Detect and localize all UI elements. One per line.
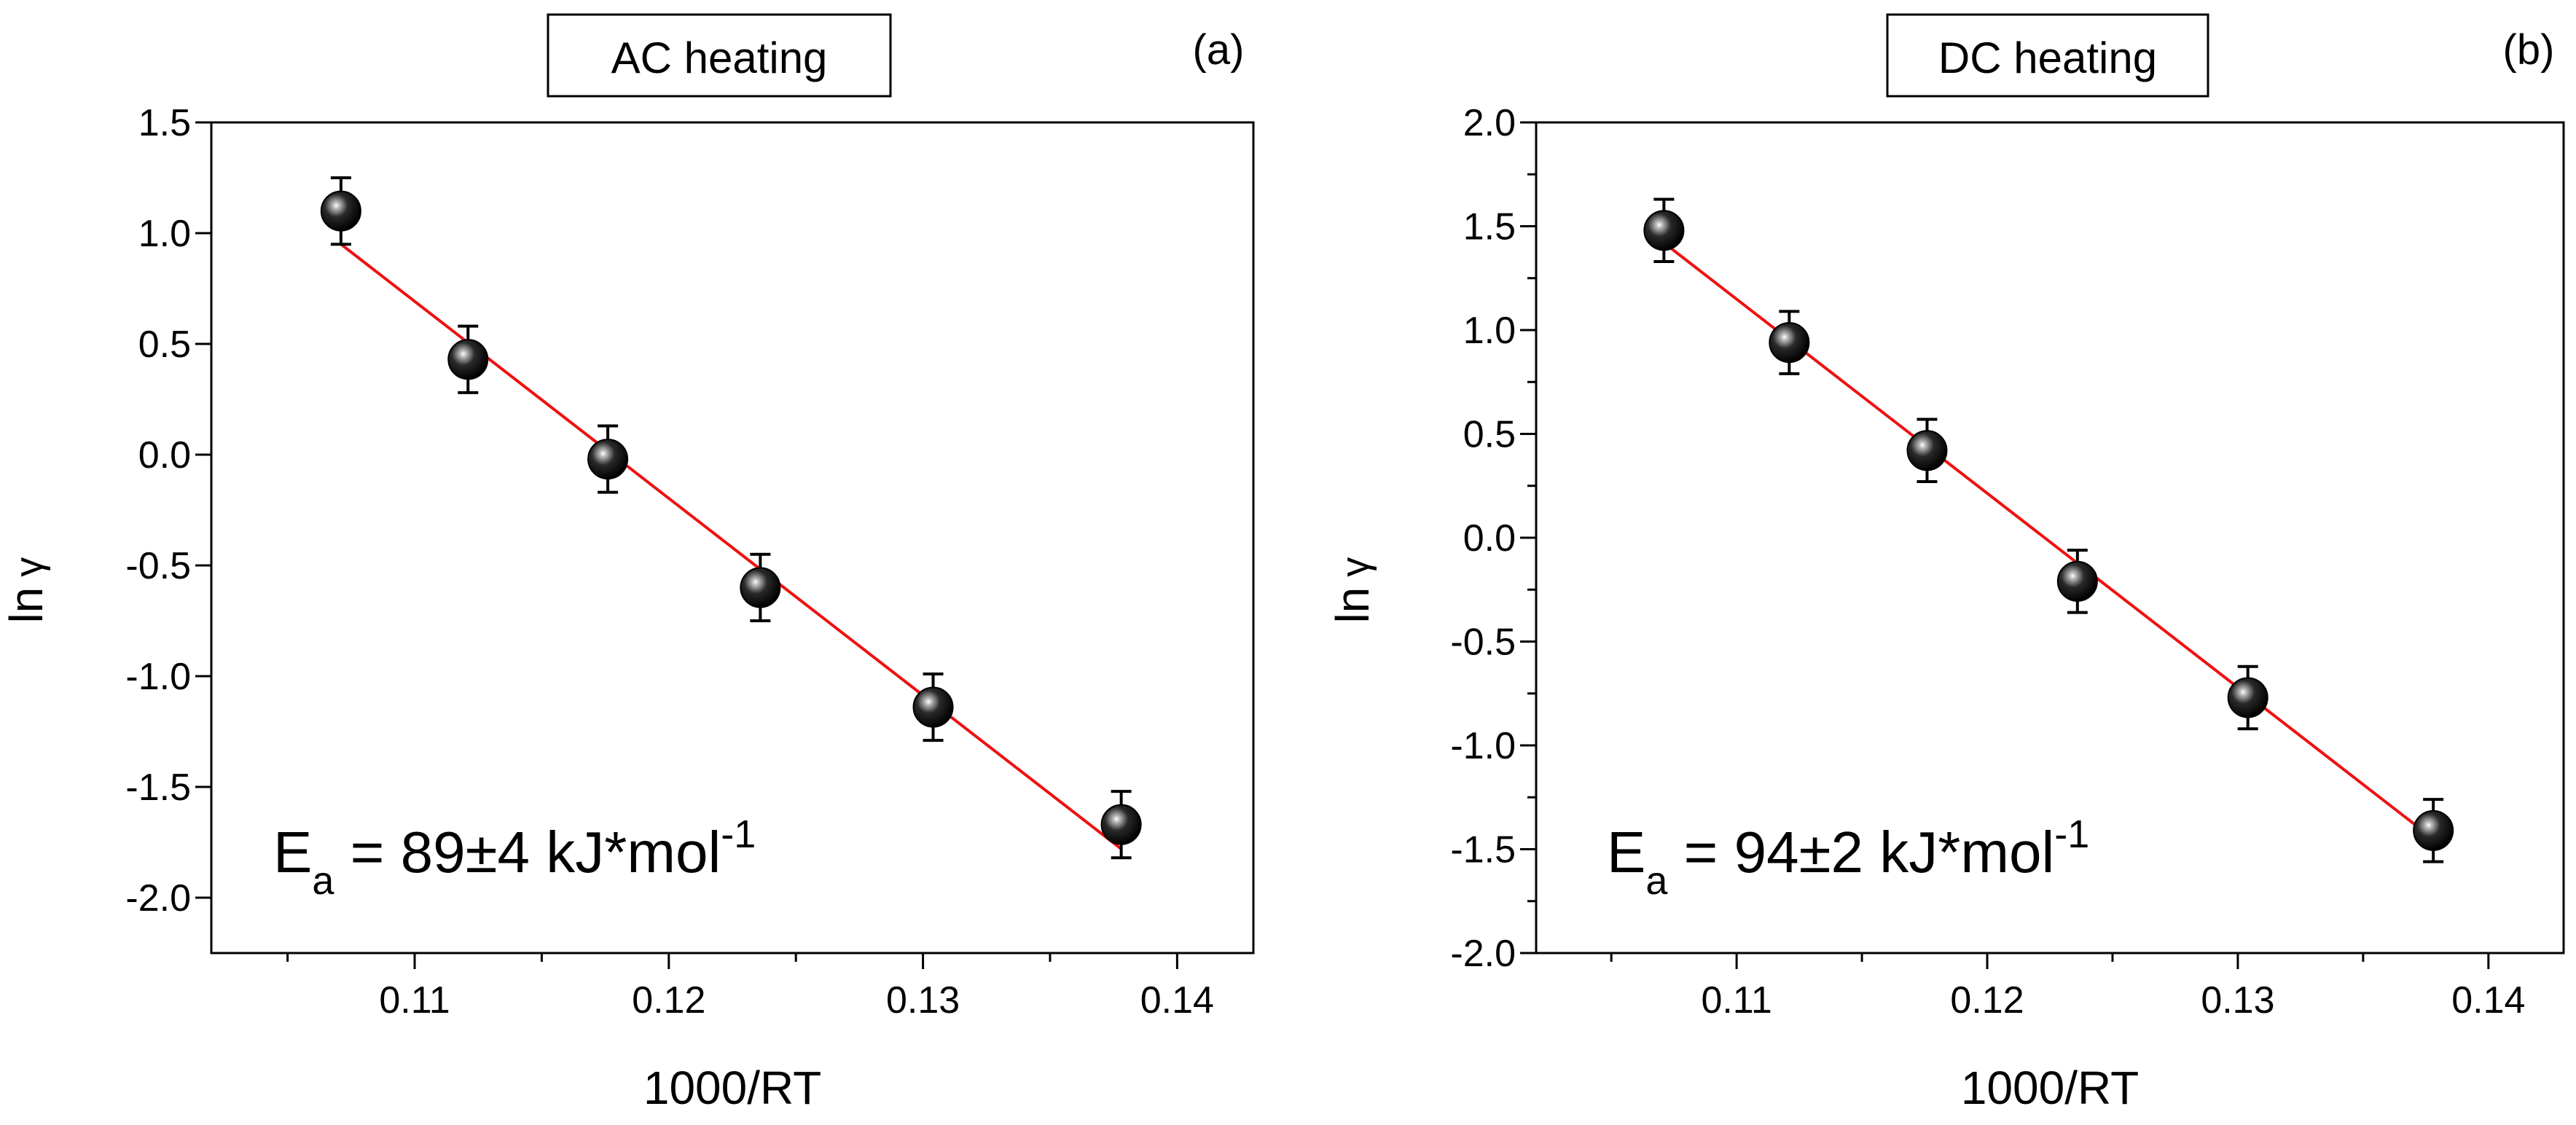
y-axis-label-text: ln [0, 587, 52, 624]
y-tick-label: 0.5 [138, 324, 191, 366]
x-tick-label: 0.11 [1701, 979, 1772, 1022]
data-point [1769, 322, 1810, 364]
data-point [740, 567, 781, 608]
y-tick-label: 1.0 [1463, 310, 1516, 352]
data-point [320, 190, 361, 232]
x-tick-label: 0.12 [632, 979, 705, 1022]
data-point [1100, 804, 1142, 845]
plot-frame [210, 121, 1255, 955]
y-tick-label: -0.5 [1450, 622, 1516, 664]
annotation-main: E [1607, 820, 1645, 885]
data-point [2227, 677, 2268, 718]
panel-label: (a) [1193, 26, 1245, 74]
data-point [2056, 560, 2098, 602]
y-tick-label: 1.5 [1463, 206, 1516, 248]
annotation-subscript: a [312, 859, 334, 903]
annotation-subscript: a [1645, 859, 1668, 903]
x-tick-label: 0.12 [1950, 979, 2024, 1022]
y-tick-label: -0.5 [125, 545, 191, 587]
y-tick-label: -2.0 [1450, 933, 1516, 975]
y-tick-label: -2.0 [125, 877, 191, 920]
annotation-main: E [273, 820, 312, 885]
x-tick-label: 0.14 [2451, 979, 2525, 1022]
y-tick-label: -1.5 [125, 767, 191, 809]
y-tick-label: 1.5 [138, 102, 191, 144]
x-tick-label: 0.14 [1140, 979, 1214, 1022]
annotation-text: = 89±4 kJ*mol [334, 820, 721, 885]
activation-energy-annotation: Ea = 94±2 kJ*mol-1 [1607, 812, 2089, 903]
data-point [2413, 810, 2454, 851]
x-tick-label: 0.13 [2201, 979, 2274, 1022]
x-axis-label: 1000/RT [1961, 1062, 2139, 1114]
y-axis-label: ln γ [0, 557, 52, 624]
data-point [1906, 430, 1948, 471]
y-tick-label: 0.0 [138, 434, 191, 477]
y-axis-label: ln γ [1326, 557, 1379, 624]
y-tick-label: 1.0 [138, 213, 191, 255]
y-tick-label: 0.5 [1463, 414, 1516, 456]
title-box [547, 13, 892, 98]
y-tick-label: 2.0 [1463, 102, 1516, 144]
chart-title: AC heating [611, 34, 828, 82]
y-axis-label-symbol: γ [7, 557, 51, 577]
annotation-superscript: -1 [2054, 812, 2089, 856]
y-axis-label-text: ln [1326, 587, 1379, 624]
x-axis-label: 1000/RT [643, 1062, 821, 1114]
data-point [587, 439, 629, 480]
y-axis-label-symbol: γ [1334, 557, 1377, 577]
y-tick-label: -1.0 [1450, 725, 1516, 767]
chart-title: DC heating [1938, 34, 2157, 82]
title-box [1886, 13, 2209, 98]
y-tick-label: -1.5 [1450, 829, 1516, 871]
annotation-superscript: -1 [721, 812, 756, 856]
x-tick-label: 0.13 [886, 979, 960, 1022]
y-tick-label: -1.0 [125, 656, 191, 698]
fit-line [340, 243, 1122, 850]
chart-panel-b: DC heating (b) 0.11 0.12 0.13 0.14 2.0 1.5 1.0 0.… [1326, 13, 2565, 1114]
data-point [447, 339, 489, 380]
x-tick-label: 0.11 [379, 979, 450, 1022]
data-point [1643, 210, 1685, 251]
y-tick-label: 0.0 [1463, 517, 1516, 560]
data-point [912, 686, 954, 728]
panel-label: (b) [2503, 26, 2555, 74]
annotation-text: = 94±2 kJ*mol [1667, 820, 2054, 885]
activation-energy-annotation: Ea = 89±4 kJ*mol-1 [273, 812, 756, 903]
chart-panel-a: AC heating (a) 0.11 0.12 0.13 0.14 1.5 1.0 0.5 0.… [0, 13, 1255, 1114]
